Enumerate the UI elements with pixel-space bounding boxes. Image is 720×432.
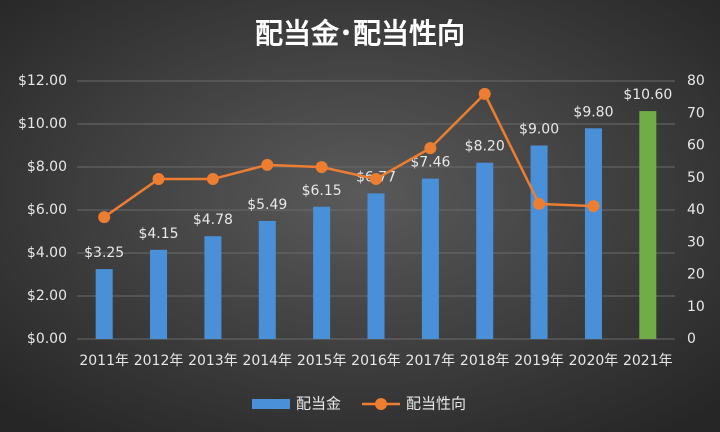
data-label: $4.15 xyxy=(138,226,178,242)
legend-label: 配当性向 xyxy=(406,395,466,413)
data-label: $9.80 xyxy=(573,104,613,120)
x-tick-label: 2013年 xyxy=(188,353,238,369)
legend-label: 配当金 xyxy=(296,395,341,413)
x-tick-label: 2014年 xyxy=(242,353,292,369)
bar xyxy=(639,111,657,339)
y2-tick-label: 60 xyxy=(687,138,705,154)
line-marker xyxy=(533,197,546,210)
bar xyxy=(95,269,113,339)
x-tick-label: 2015年 xyxy=(297,353,347,369)
chart-title: 配当金･配当性向 xyxy=(255,17,465,50)
data-label: $8.20 xyxy=(465,139,505,155)
line-marker xyxy=(587,200,600,213)
y2-tick-label: 40 xyxy=(687,202,705,218)
bar xyxy=(367,193,385,339)
bar xyxy=(421,178,439,339)
x-tick-label: 2012年 xyxy=(134,353,184,369)
bar xyxy=(530,145,548,339)
y2-tick-label: 10 xyxy=(687,299,705,315)
data-label: $3.25 xyxy=(84,245,124,261)
y-tick-label: $2.00 xyxy=(27,288,67,304)
legend-swatch xyxy=(252,399,290,409)
line-marker xyxy=(370,173,382,186)
x-tick-label: 2020年 xyxy=(569,353,619,369)
data-label: $4.78 xyxy=(193,212,233,228)
bar xyxy=(313,206,331,339)
bar xyxy=(204,236,222,339)
y-tick-label: $6.00 xyxy=(27,202,67,218)
x-tick-label: 2018年 xyxy=(460,353,510,369)
y-tick-label: $8.00 xyxy=(27,159,67,175)
y2-tick-label: 0 xyxy=(687,331,696,347)
bar xyxy=(258,220,276,339)
y-tick-label: $10.00 xyxy=(18,116,67,132)
bar xyxy=(584,128,602,339)
line-marker xyxy=(315,161,328,174)
x-tick-label: 2021年 xyxy=(623,353,673,369)
data-label: $10.60 xyxy=(623,87,672,103)
legend-swatch xyxy=(375,398,387,410)
line-marker xyxy=(98,211,111,224)
line-marker xyxy=(261,158,274,171)
line-marker xyxy=(424,142,437,155)
line-marker xyxy=(478,87,491,100)
data-label: $5.49 xyxy=(247,197,287,213)
y2-tick-label: 80 xyxy=(687,73,705,89)
data-label: $6.15 xyxy=(302,183,342,199)
data-label: $9.00 xyxy=(519,122,559,138)
line-marker xyxy=(206,173,219,186)
data-label: $7.46 xyxy=(410,155,450,171)
y2-tick-label: 50 xyxy=(687,170,705,186)
y-tick-label: $4.00 xyxy=(27,245,67,261)
line-marker xyxy=(152,173,165,186)
y2-tick-label: 30 xyxy=(687,234,705,250)
x-tick-label: 2011年 xyxy=(79,353,129,369)
y-tick-label: $12.00 xyxy=(18,73,67,89)
y2-tick-label: 20 xyxy=(687,267,705,283)
x-tick-label: 2016年 xyxy=(351,353,401,369)
y-tick-label: $0.00 xyxy=(27,331,67,347)
line xyxy=(103,91,594,219)
y2-tick-label: 70 xyxy=(687,105,705,121)
bar xyxy=(476,162,494,339)
bar xyxy=(150,249,168,339)
x-tick-label: 2017年 xyxy=(406,353,456,369)
x-tick-label: 2019年 xyxy=(514,353,564,369)
